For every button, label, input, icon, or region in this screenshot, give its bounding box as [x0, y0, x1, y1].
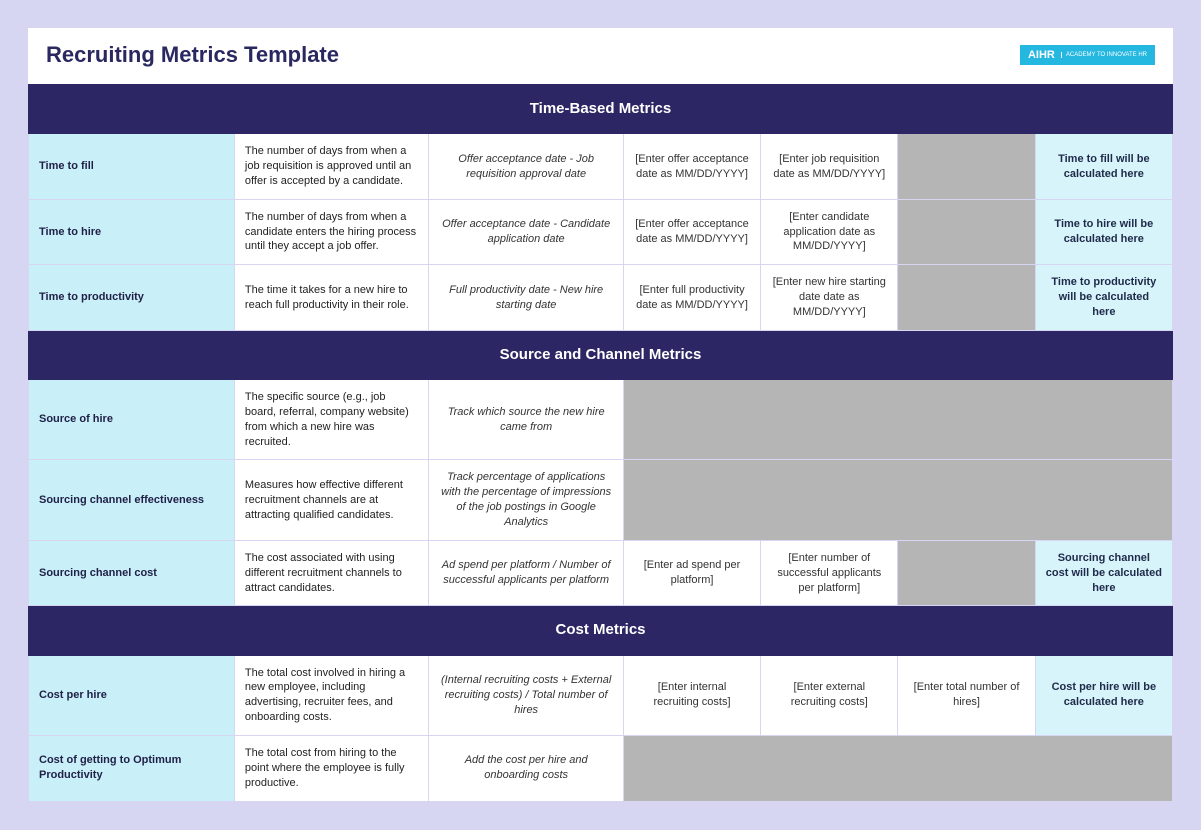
metric-result: Time to productivity will be calculated … [1035, 265, 1172, 331]
metric-input-2[interactable]: [Enter external recruiting costs] [761, 655, 898, 735]
metric-formula: Offer acceptance date - Candidate applic… [429, 199, 623, 265]
metric-input-2[interactable]: [Enter candidate application date as MM/… [761, 199, 898, 265]
metric-description: The number of days from when a candidate… [234, 199, 428, 265]
sheet: Recruiting Metrics Template AIHR ACADEMY… [28, 28, 1173, 802]
metric-label: Cost of getting to Optimum Productivity [29, 736, 235, 802]
metric-formula: (Internal recruiting costs + External re… [429, 655, 623, 735]
metric-label: Sourcing channel cost [29, 540, 235, 606]
table-row: Cost per hireThe total cost involved in … [29, 655, 1173, 735]
empty-cells [623, 460, 1172, 540]
metric-description: The number of days from when a job requi… [234, 134, 428, 200]
metric-result: Time to fill will be calculated here [1035, 134, 1172, 200]
metric-result: Cost per hire will be calculated here [1035, 655, 1172, 735]
section-header: Cost Metrics [29, 606, 1173, 655]
metric-description: The time it takes for a new hire to reac… [234, 265, 428, 331]
table-row: Sourcing channel effectivenessMeasures h… [29, 460, 1173, 540]
metric-description: The total cost from hiring to the point … [234, 736, 428, 802]
metric-label: Cost per hire [29, 655, 235, 735]
metric-input-2[interactable]: [Enter job requisition date as MM/DD/YYY… [761, 134, 898, 200]
metric-formula: Full productivity date - New hire starti… [429, 265, 623, 331]
metric-formula: Track which source the new hire came fro… [429, 380, 623, 460]
metric-label: Time to hire [29, 199, 235, 265]
metric-input-1[interactable]: [Enter full productivity date as MM/DD/Y… [623, 265, 760, 331]
logo-main: AIHR [1028, 49, 1055, 61]
brand-logo: AIHR ACADEMY TO INNOVATE HR [1020, 45, 1155, 65]
table-row: Time to hireThe number of days from when… [29, 199, 1173, 265]
section-title: Cost Metrics [29, 606, 1173, 655]
metrics-table: Time-Based MetricsTime to fillThe number… [28, 84, 1173, 802]
metric-formula: Offer acceptance date - Job requisition … [429, 134, 623, 200]
logo-sub: ACADEMY TO INNOVATE HR [1061, 52, 1147, 58]
metric-input-2[interactable]: [Enter number of successful applicants p… [761, 540, 898, 606]
metric-input-1[interactable]: [Enter offer acceptance date as MM/DD/YY… [623, 134, 760, 200]
metric-label: Source of hire [29, 380, 235, 460]
spacer-cell [898, 265, 1035, 331]
metric-formula: Add the cost per hire and onboarding cos… [429, 736, 623, 802]
spacer-cell [898, 199, 1035, 265]
metric-description: The specific source (e.g., job board, re… [234, 380, 428, 460]
metric-description: The total cost involved in hiring a new … [234, 655, 428, 735]
metric-label: Sourcing channel effectiveness [29, 460, 235, 540]
empty-cells [623, 736, 1172, 802]
header: Recruiting Metrics Template AIHR ACADEMY… [28, 28, 1173, 84]
metric-label: Time to fill [29, 134, 235, 200]
metric-label: Time to productivity [29, 265, 235, 331]
metric-result: Sourcing channel cost will be calculated… [1035, 540, 1172, 606]
table-row: Time to fillThe number of days from when… [29, 134, 1173, 200]
section-header: Source and Channel Metrics [29, 330, 1173, 379]
empty-cells [623, 380, 1172, 460]
table-row: Sourcing channel costThe cost associated… [29, 540, 1173, 606]
metric-input-2[interactable]: [Enter new hire starting date date as MM… [761, 265, 898, 331]
section-title: Source and Channel Metrics [29, 330, 1173, 379]
spacer-cell [898, 134, 1035, 200]
table-row: Source of hireThe specific source (e.g.,… [29, 380, 1173, 460]
section-header: Time-Based Metrics [29, 85, 1173, 134]
page-title: Recruiting Metrics Template [46, 42, 339, 68]
metric-input-1[interactable]: [Enter ad spend per platform] [623, 540, 760, 606]
metric-input-1[interactable]: [Enter internal recruiting costs] [623, 655, 760, 735]
metric-formula: Track percentage of applications with th… [429, 460, 623, 540]
section-title: Time-Based Metrics [29, 85, 1173, 134]
metric-description: Measures how effective different recruit… [234, 460, 428, 540]
metric-formula: Ad spend per platform / Number of succes… [429, 540, 623, 606]
spacer-cell [898, 540, 1035, 606]
metric-result: Time to hire will be calculated here [1035, 199, 1172, 265]
table-row: Time to productivityThe time it takes fo… [29, 265, 1173, 331]
metric-input-3[interactable]: [Enter total number of hires] [898, 655, 1035, 735]
metric-description: The cost associated with using different… [234, 540, 428, 606]
metric-input-1[interactable]: [Enter offer acceptance date as MM/DD/YY… [623, 199, 760, 265]
table-row: Cost of getting to Optimum ProductivityT… [29, 736, 1173, 802]
